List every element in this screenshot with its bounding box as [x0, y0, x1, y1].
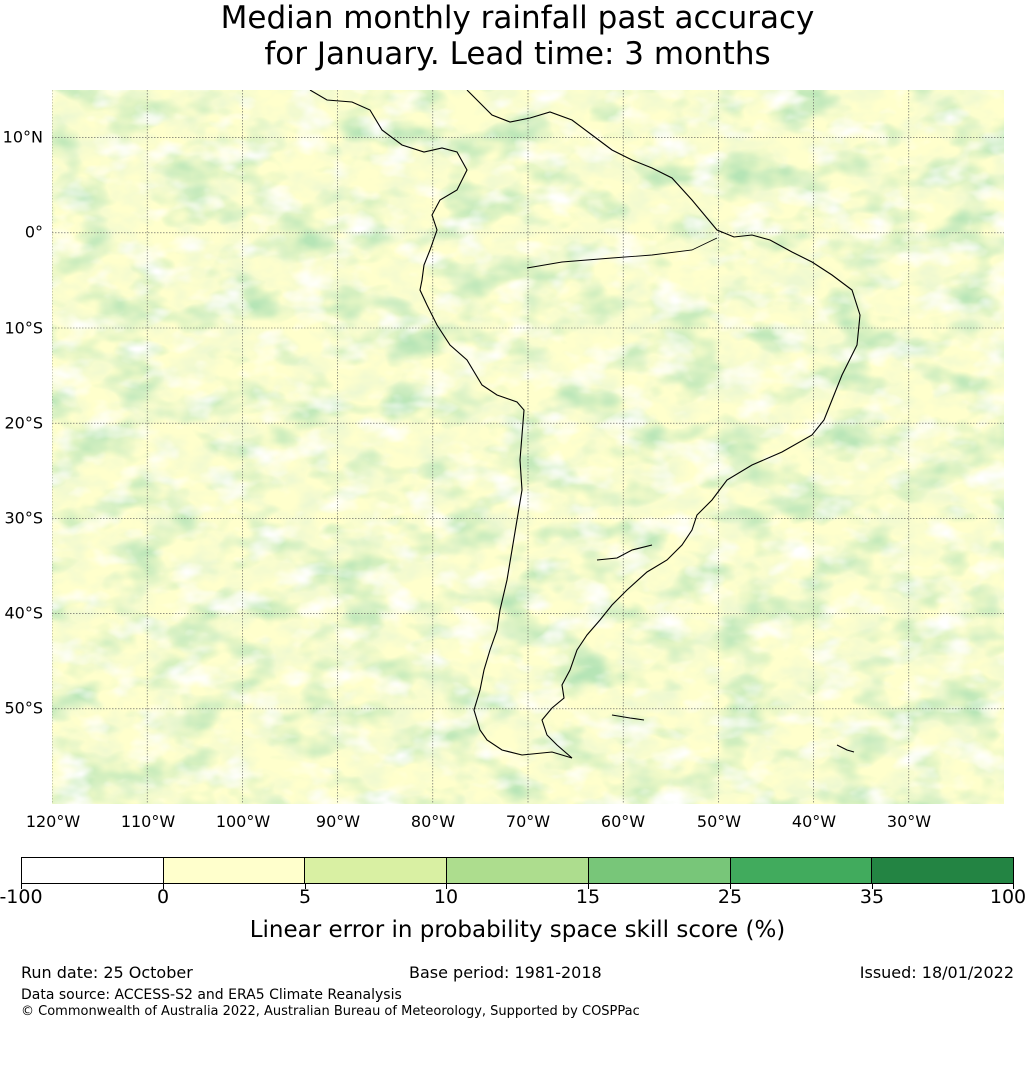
lat-tick-label: 20°S	[4, 413, 43, 433]
colorbar	[21, 857, 1014, 884]
south-america-coastline	[309, 90, 861, 759]
colorbar-label: Linear error in probability space skill …	[249, 917, 786, 943]
lon-tick-label: 30°W	[886, 812, 932, 831]
lon-tick-label: 50°W	[696, 812, 742, 831]
colorbar-tick-label: 5	[298, 886, 312, 908]
colorbar-segment	[730, 858, 873, 883]
issued-date: Issued: 18/01/2022	[859, 963, 1014, 982]
base-period: Base period: 1981-2018	[409, 963, 602, 982]
lat-tick-label: 50°S	[4, 698, 43, 718]
map-panel	[52, 90, 1004, 804]
run-date: Run date: 25 October	[21, 963, 193, 982]
colorbar-tick-label: -100	[0, 886, 43, 908]
lat-tick-label: 10°N	[2, 127, 43, 147]
colorbar-segment	[447, 858, 589, 883]
colorbar-segment	[305, 858, 448, 883]
colorbar-segment	[588, 858, 731, 883]
lon-tick-label: 80°W	[410, 812, 456, 831]
colorbar-segment	[22, 858, 164, 883]
copyright: © Commonwealth of Australia 2022, Austra…	[21, 1004, 640, 1019]
lon-tick-label: 60°W	[600, 812, 646, 831]
colorbar-segment	[872, 858, 1014, 883]
lon-tick-label: 100°W	[215, 812, 271, 831]
data-source: Data source: ACCESS-S2 and ERA5 Climate …	[21, 987, 402, 1003]
lon-tick-label: 110°W	[120, 812, 176, 831]
colorbar-tick-label: 35	[859, 886, 885, 908]
lat-tick-label: 30°S	[4, 508, 43, 528]
lon-tick-label: 90°W	[315, 812, 361, 831]
chart-title-line1: Median monthly rainfall past accuracy	[220, 0, 815, 36]
colorbar-tick-label: 15	[575, 886, 601, 908]
lon-tick-label: 120°W	[25, 812, 81, 831]
colorbar-tick-label: 100	[989, 886, 1027, 908]
colorbar-tick-label: 0	[156, 886, 170, 908]
chart-title-line2: for January. Lead time: 3 months	[264, 36, 771, 72]
map-gridlines	[52, 90, 1004, 804]
lon-tick-label: 70°W	[505, 812, 551, 831]
colorbar-tick-label: 25	[717, 886, 743, 908]
lon-tick-label: 40°W	[791, 812, 837, 831]
lat-tick-label: 40°S	[4, 603, 43, 623]
colorbar-tick-label: 10	[433, 886, 459, 908]
colorbar-segment	[163, 858, 306, 883]
lat-tick-label: 10°S	[4, 318, 43, 338]
lat-tick-label: 0°	[24, 222, 43, 242]
